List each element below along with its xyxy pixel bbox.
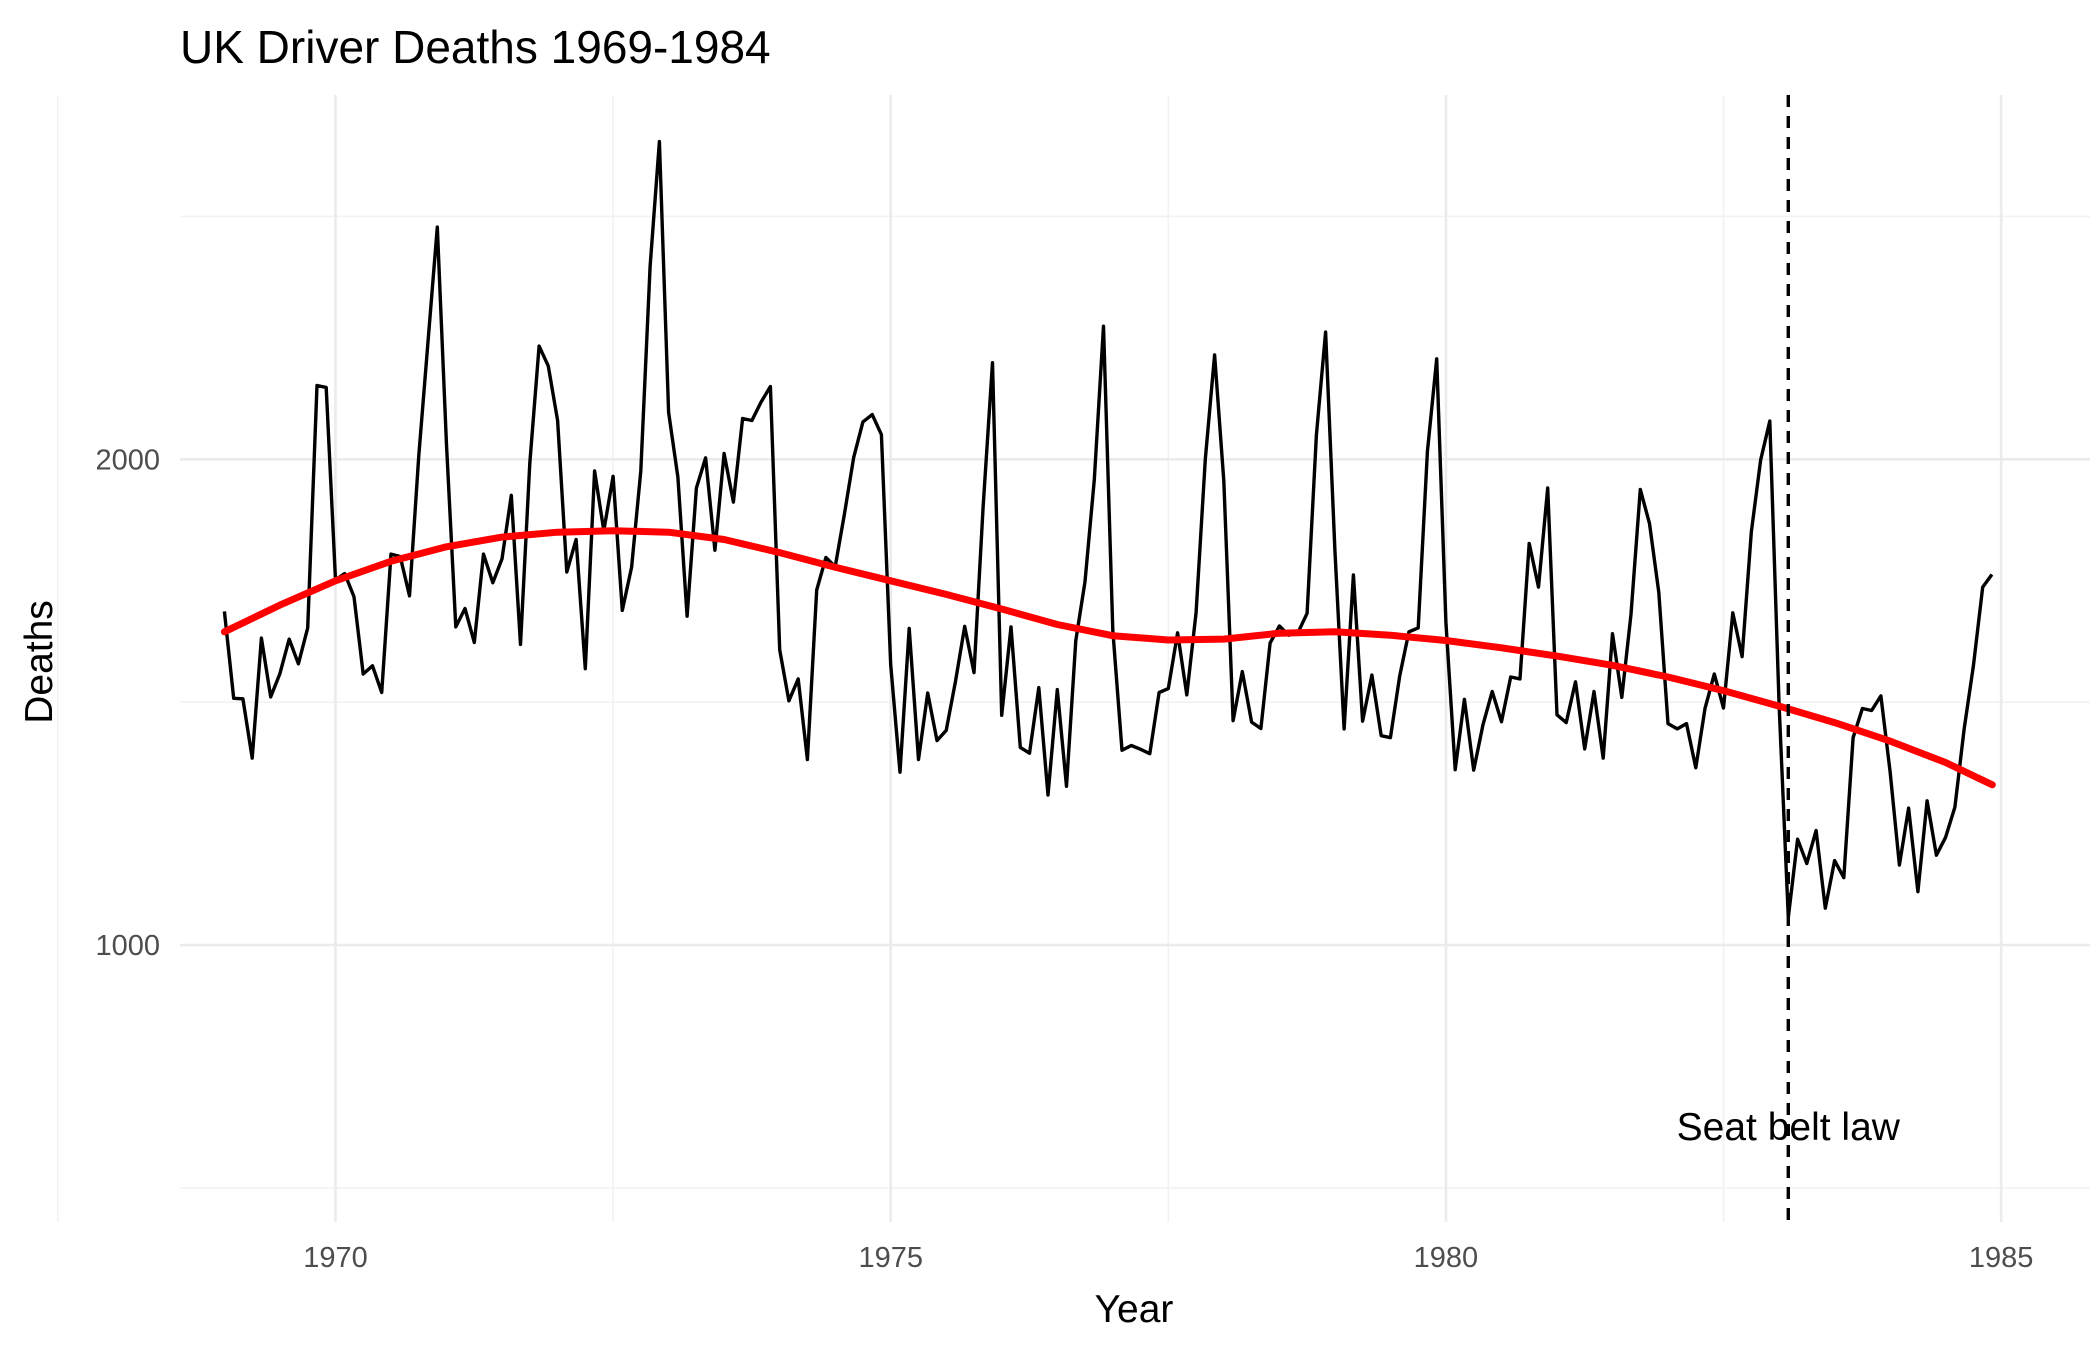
trend-series-line [220,527,1996,789]
y-tick-label: 2000 [95,444,160,476]
y-axis-title: Deaths [18,600,61,724]
x-tick-label: 1980 [1414,1242,1479,1274]
seat-belt-law-label: Seat belt law [1677,1106,1901,1149]
x-tick-label: 1970 [303,1242,368,1274]
x-axis-title: Year [1095,1288,1174,1331]
annotation-layer: Seat belt law [1677,95,1901,1222]
tick-layer: 1970 1975 1980 1985 1000 2000 [95,444,2033,1274]
x-tick-label: 1985 [1969,1242,2034,1274]
x-tick-label: 1975 [858,1242,923,1274]
series-layer [220,139,1996,920]
y-tick-label: 1000 [95,930,160,962]
deaths-series-line [222,139,1994,920]
chart-title: UK Driver Deaths 1969-1984 [180,21,771,73]
